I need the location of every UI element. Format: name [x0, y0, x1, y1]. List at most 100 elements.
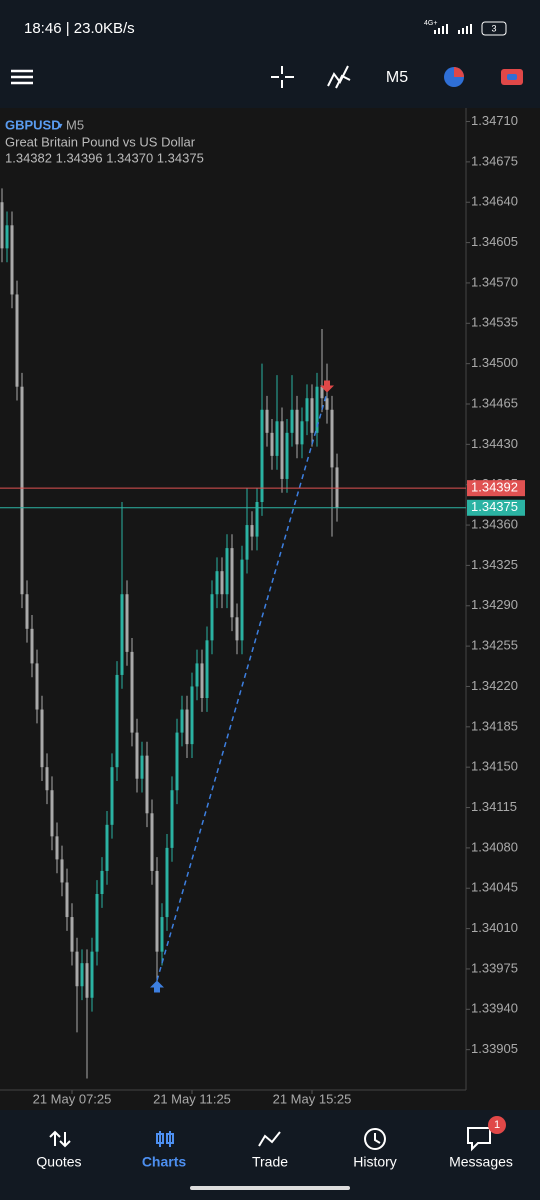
bid-label: 1.34375 [471, 499, 518, 514]
nav-label[interactable]: Trade [252, 1154, 288, 1170]
candle-body [300, 421, 304, 445]
y-tick-label: 1.33905 [471, 1041, 518, 1056]
y-tick-label: 1.34045 [471, 880, 518, 895]
top-bar [0, 0, 540, 108]
candle-body [220, 571, 224, 595]
candle-body [315, 386, 319, 433]
candle-body [240, 559, 244, 641]
candle-body [175, 732, 179, 791]
candle-body [180, 709, 184, 733]
candle-body [90, 951, 94, 998]
candle-body [85, 963, 89, 998]
bottom-nav [0, 1110, 540, 1200]
status-network: 4G+ [424, 20, 437, 27]
new-order-button-part [507, 74, 517, 80]
candle-body [30, 628, 34, 664]
candle-body [195, 663, 199, 687]
y-tick-label: 1.34010 [471, 920, 518, 935]
candle-body [260, 409, 264, 502]
candle-body [105, 824, 109, 871]
battery-icon [481, 21, 507, 36]
candle-body [335, 467, 339, 508]
y-tick-label: 1.34500 [471, 355, 518, 370]
candle-body [235, 617, 239, 641]
candle-body [290, 409, 294, 433]
candle-body [275, 421, 279, 456]
y-tick-label: 1.34115 [471, 799, 517, 814]
candle-body [40, 709, 44, 768]
buy-arrow [150, 980, 164, 993]
candle-body [50, 790, 54, 837]
candle-body [75, 951, 79, 987]
candle-body [310, 398, 314, 433]
y-tick-label: 1.34150 [471, 759, 518, 774]
candle-body [25, 594, 29, 629]
crosshair-button[interactable] [271, 66, 294, 88]
candle-body [265, 409, 269, 433]
candle-body [215, 571, 219, 595]
candle-body [115, 674, 119, 768]
candle-body [320, 386, 324, 399]
bid-label-bg [467, 499, 525, 516]
candle-body [130, 651, 134, 733]
y-tick-label: 1.34255 [471, 638, 518, 653]
nav-label[interactable]: Quotes [36, 1154, 81, 1170]
candle-body [170, 790, 174, 848]
y-tick-label: 1.34185 [471, 718, 518, 733]
y-tick-label: 1.34675 [471, 153, 518, 168]
candle-body [285, 432, 289, 479]
battery-level: 3 [491, 23, 496, 33]
chart-timeframe: M5 [66, 117, 84, 132]
candle-body [120, 594, 124, 675]
menu-button[interactable] [11, 69, 33, 85]
nav-label[interactable]: History [353, 1154, 397, 1170]
x-tick-label: 21 May 07:25 [33, 1091, 112, 1106]
home-indicator [190, 1186, 350, 1190]
candle-body [245, 525, 249, 560]
candle-body [205, 640, 209, 698]
candle-body [185, 709, 189, 745]
candle-body [330, 409, 334, 468]
y-tick-label: 1.34710 [471, 113, 518, 128]
candle-body [305, 398, 309, 422]
trade-line [156, 392, 328, 981]
y-tick-label: 1.34465 [471, 395, 518, 410]
nav-label[interactable]: Messages [449, 1154, 513, 1170]
symbol-dropdown: ▾ [58, 120, 63, 130]
trade-button-part [454, 67, 464, 77]
candle-body [10, 225, 14, 295]
ask-label: 1.34392 [471, 480, 518, 495]
y-tick-label: 1.34430 [471, 436, 518, 451]
y-tick-label: 1.33940 [471, 1001, 518, 1016]
candle-body [160, 917, 164, 952]
symbol[interactable]: GBPUSD [5, 117, 61, 132]
candle-body [95, 894, 99, 952]
y-tick-label: 1.34605 [471, 234, 518, 249]
candle-body [20, 386, 24, 595]
candle-body [125, 594, 129, 652]
timeframe-button[interactable]: M5 [386, 69, 408, 86]
candle-body [295, 409, 299, 445]
candle-body [200, 663, 204, 698]
messages-badge-count: 1 [494, 1119, 500, 1131]
candle-body [110, 767, 114, 825]
candle-body [325, 398, 329, 410]
candle-body [270, 432, 274, 456]
candle-body [35, 663, 39, 710]
candle-body [140, 755, 144, 779]
indicators-button[interactable] [327, 65, 351, 89]
candle-body [5, 225, 9, 249]
nav-label[interactable]: Charts [142, 1154, 187, 1170]
y-tick-label: 1.34360 [471, 516, 518, 531]
candle-body [155, 870, 159, 952]
x-tick-label: 21 May 15:25 [273, 1091, 352, 1106]
candle-body [55, 836, 59, 860]
candle-body [210, 594, 214, 641]
candle-body [65, 882, 69, 918]
status-time: 18:46 | 23.0KB/s [24, 20, 135, 37]
candle-body [0, 202, 4, 249]
y-tick-label: 1.33975 [471, 960, 518, 975]
sell-arrow [320, 380, 334, 393]
